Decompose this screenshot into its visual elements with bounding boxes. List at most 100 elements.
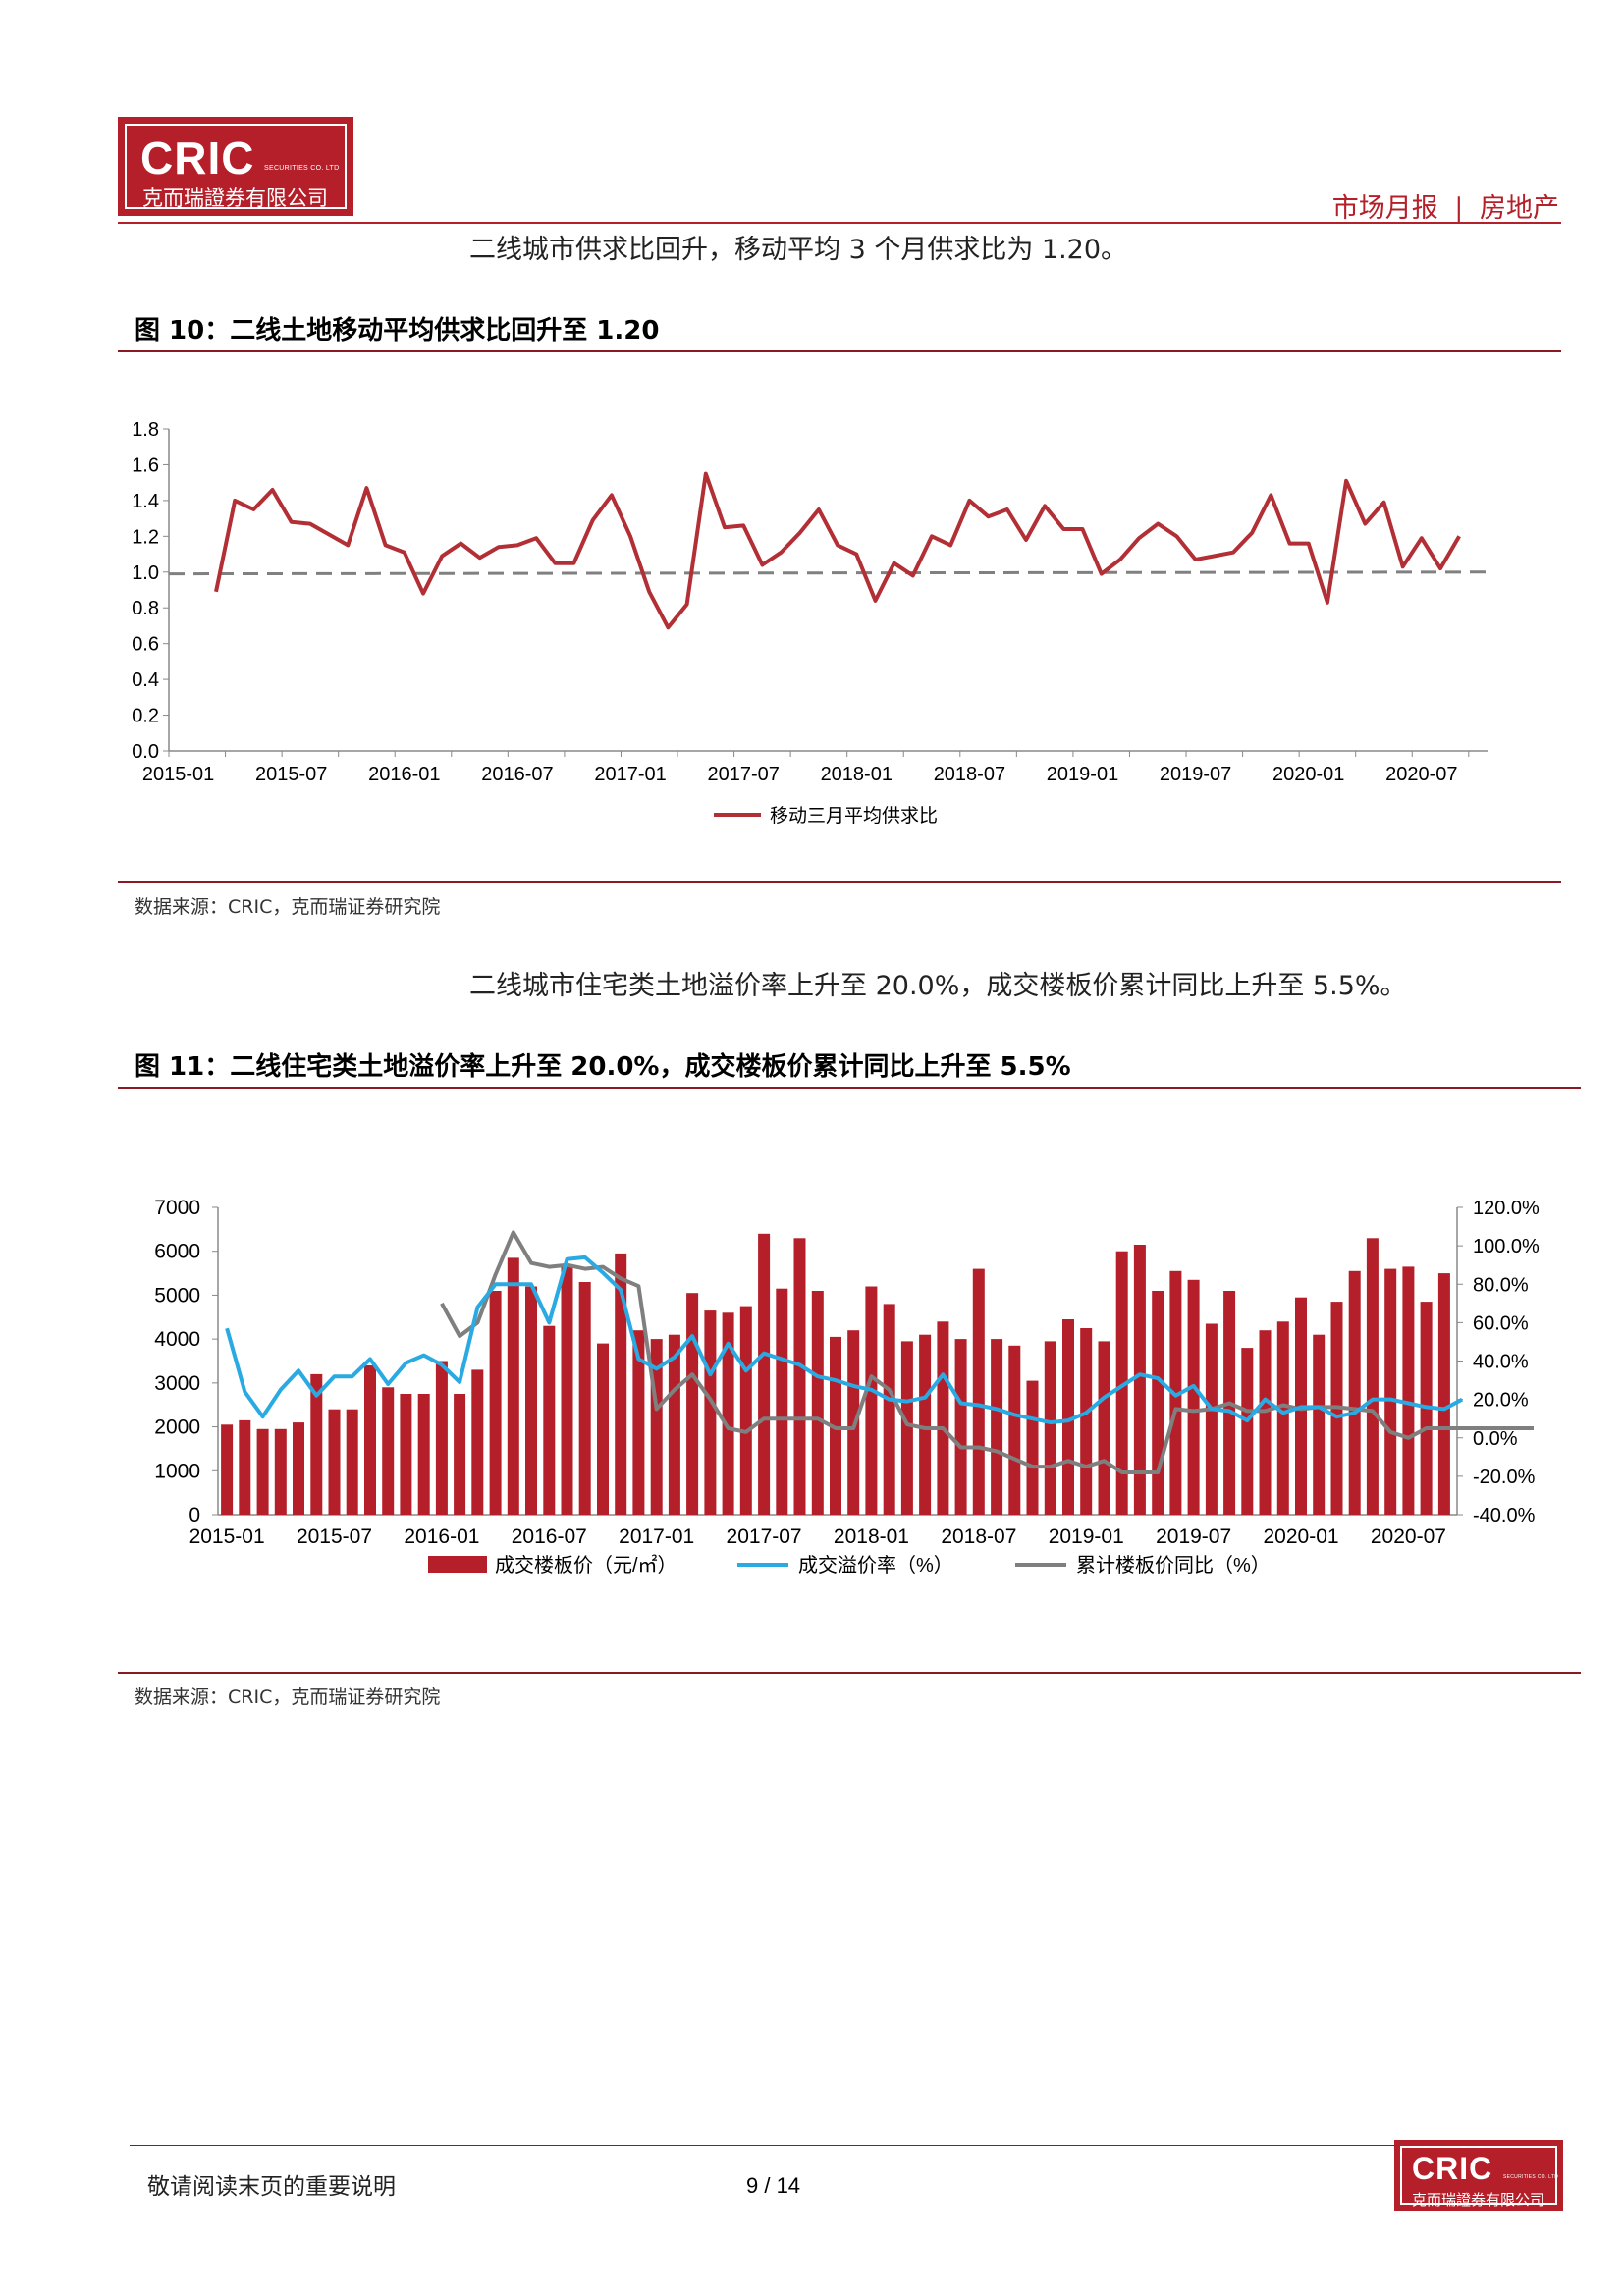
- bar-land-price: [973, 1269, 985, 1515]
- x-tick-label: 2018-01: [821, 764, 893, 785]
- x-tick-label: 2017-07: [707, 764, 779, 785]
- bar-land-price: [597, 1344, 609, 1515]
- figure-10-bottom-rule: [118, 881, 1561, 883]
- x-tick-label: 2017-01: [594, 764, 666, 785]
- bar-land-price: [1188, 1280, 1200, 1515]
- legend-label: 累计楼板价同比（%）: [1076, 1554, 1271, 1576]
- series-line-premium-rate: [227, 1257, 1462, 1422]
- logo-subtext: SECURITIES CO. LTD: [1503, 2174, 1558, 2180]
- bar-land-price: [562, 1264, 573, 1515]
- y2-tick-label: 20.0%: [1473, 1390, 1529, 1412]
- x-tick-label: 2020-01: [1263, 1525, 1338, 1548]
- bar-land-price: [901, 1341, 913, 1515]
- x-tick-label: 2015-01: [189, 1525, 265, 1548]
- bar-land-price: [1241, 1348, 1253, 1515]
- y-tick-label: 2000: [154, 1416, 200, 1439]
- logo-subtext: SECURITIES CO. LTD: [264, 165, 339, 172]
- bar-land-price: [1438, 1273, 1450, 1515]
- x-tick-label: 2015-07: [255, 764, 327, 785]
- y-tick-label: 1000: [154, 1460, 200, 1482]
- y-tick-label: 0.2: [132, 706, 159, 727]
- x-tick-label: 2015-01: [142, 764, 214, 785]
- bar-land-price: [812, 1291, 824, 1515]
- figure-10-title: 图 10：二线土地移动平均供求比回升至 1.20: [135, 310, 659, 347]
- y-tick-label: 0.4: [132, 669, 159, 691]
- bar-land-price: [221, 1424, 233, 1515]
- bar-land-price: [1384, 1269, 1396, 1515]
- bar-land-price: [454, 1394, 465, 1515]
- bar-land-price: [400, 1394, 411, 1515]
- bar-land-price: [1206, 1324, 1218, 1516]
- x-tick-label: 2019-07: [1156, 1525, 1231, 1548]
- bar-land-price: [257, 1429, 269, 1515]
- bar-land-price: [740, 1307, 752, 1515]
- y-tick-label: 7000: [154, 1197, 200, 1219]
- report-type: 市场月报: [1332, 193, 1438, 224]
- x-tick-label: 2016-01: [404, 1525, 479, 1548]
- y-tick-label: 1.2: [132, 526, 159, 548]
- y2-tick-label: 100.0%: [1473, 1236, 1540, 1257]
- logo-text: CRIC: [140, 132, 254, 185]
- bar-land-price: [955, 1339, 967, 1515]
- chart-axes: 0.0 0.2 0.4 0.6 0.8 1.0 1.2 1.4 1.6 1.8 2015-01 201…: [132, 419, 1488, 785]
- x-tick-label: 2019-01: [1047, 764, 1118, 785]
- figure-10-chart: 0.00.20.40.60.81.01.21.41.61.82015-01 201…: [118, 393, 1561, 844]
- logo-chinese: 克而瑞證券有限公司: [142, 183, 328, 212]
- bar-land-price: [364, 1365, 376, 1515]
- bar-land-price: [884, 1304, 895, 1515]
- x-tick-label: 2018-07: [941, 1525, 1016, 1548]
- x-tick-label: 2016-07: [481, 764, 553, 785]
- x-tick-label: 2018-01: [834, 1525, 909, 1548]
- bar-land-price: [1080, 1328, 1092, 1515]
- bar-land-price: [275, 1429, 287, 1515]
- bar-land-price: [919, 1335, 931, 1515]
- bar-land-price: [525, 1287, 537, 1516]
- legend-label: 成交楼板价（元/㎡）: [495, 1553, 677, 1576]
- bar-land-price: [347, 1410, 358, 1515]
- x-tick-label: 2015-07: [297, 1525, 372, 1548]
- y2-tick-label: -40.0%: [1473, 1505, 1536, 1526]
- bar-land-price: [1260, 1330, 1272, 1515]
- supply-demand-reference-line: [169, 572, 1488, 574]
- x-tick-label: 2020-07: [1385, 764, 1457, 785]
- logo-chinese: 克而瑞證券有限公司: [1412, 2189, 1544, 2210]
- x-tick-label: 2018-07: [934, 764, 1005, 785]
- y-tick-label: 3000: [154, 1372, 200, 1395]
- bar-land-price: [1008, 1346, 1020, 1515]
- bar-land-price: [704, 1310, 716, 1515]
- x-tick-label: 2017-07: [727, 1525, 802, 1548]
- y-tick-label: 6000: [154, 1241, 200, 1263]
- bar-land-price: [1152, 1291, 1164, 1515]
- chart-legend: 成交楼板价（元/㎡） 成交溢价率（%） 累计楼板价同比（%）: [428, 1553, 1271, 1576]
- bar-land-price: [1045, 1341, 1056, 1515]
- cric-logo-footer: CRIC SECURITIES CO. LTD 克而瑞證券有限公司: [1394, 2140, 1563, 2211]
- series-line-supply-demand-ratio: [216, 474, 1459, 628]
- chart-legend: 移动三月平均供求比: [714, 805, 938, 827]
- y-tick-label: 0: [189, 1504, 200, 1526]
- bar-land-price: [1402, 1266, 1414, 1515]
- bar-land-price: [1277, 1321, 1289, 1515]
- x-tick-label: 2017-01: [619, 1525, 694, 1548]
- y2-tick-label: 40.0%: [1473, 1352, 1529, 1373]
- bar-series: [221, 1234, 1450, 1515]
- paragraph-2: 二线城市住宅类土地溢价率上升至 20.0%，成交楼板价累计同比上升至 5.5%。: [469, 964, 1407, 1002]
- bar-land-price: [1313, 1335, 1325, 1515]
- y-tick-label: 0.6: [132, 634, 159, 656]
- y2-tick-label: -20.0%: [1473, 1467, 1536, 1488]
- source-note-1: 数据来源：CRIC，克而瑞证券研究院: [135, 892, 440, 919]
- bar-land-price: [794, 1238, 806, 1515]
- y-tick-label: 0.0: [132, 741, 159, 763]
- y-tick-label: 1.4: [132, 491, 159, 512]
- bar-land-price: [1349, 1271, 1361, 1515]
- figure-11-top-rule: [118, 1087, 1581, 1089]
- y-tick-label: 0.8: [132, 598, 159, 619]
- bar-land-price: [579, 1282, 591, 1515]
- y-tick-label: 4000: [154, 1328, 200, 1351]
- y-tick-label: 1.8: [132, 419, 159, 441]
- figure-10-top-rule: [118, 350, 1561, 352]
- footer-rule: [130, 2145, 1396, 2146]
- bar-land-price: [382, 1387, 394, 1515]
- bar-land-price: [471, 1369, 483, 1515]
- legend-label: 成交溢价率（%）: [798, 1554, 953, 1576]
- x-tick-label: 2019-01: [1049, 1525, 1124, 1548]
